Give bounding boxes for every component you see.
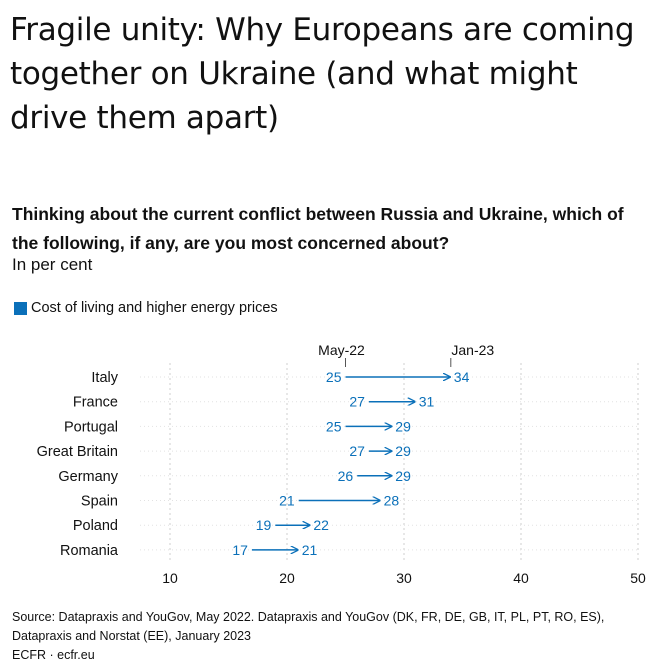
category-label: Italy: [91, 370, 118, 386]
x-tick-label: 10: [162, 570, 178, 586]
start-value-label: 26: [338, 468, 354, 484]
legend: Cost of living and higher energy prices: [14, 300, 278, 316]
chart-unit: In per cent: [12, 255, 93, 274]
end-value-label: 29: [395, 418, 411, 434]
legend-swatch: [14, 301, 27, 315]
source-note: Source: Datapraxis and YouGov, May 2022.…: [12, 610, 605, 643]
end-value-label: 28: [384, 493, 400, 509]
start-value-label: 25: [326, 369, 342, 385]
page-title: Fragile unity: Why Europeans are coming …: [10, 12, 635, 136]
start-value-label: 27: [349, 443, 365, 459]
legend-label: Cost of living and higher energy prices: [31, 300, 278, 316]
end-value-label: 34: [454, 369, 470, 385]
category-label: Germany: [58, 469, 118, 485]
x-tick-label: 50: [630, 570, 646, 586]
start-value-label: 27: [349, 394, 365, 410]
start-value-label: 17: [232, 542, 248, 558]
footer: ECFR · ecfr.eu: [12, 648, 95, 662]
chart-question: Thinking about the current conflict betw…: [12, 204, 624, 253]
series-label-start: May-22: [318, 342, 365, 358]
category-label: France: [73, 395, 118, 411]
x-tick-label: 20: [279, 570, 295, 586]
end-value-label: 21: [302, 542, 318, 558]
end-value-label: 29: [395, 468, 411, 484]
end-value-label: 22: [313, 517, 329, 533]
start-value-label: 25: [326, 418, 342, 434]
end-value-label: 29: [395, 443, 411, 459]
category-label: Poland: [73, 518, 118, 534]
start-value-label: 21: [279, 493, 295, 509]
chart: May-22 Jan-23 Italy 25 34 France 27 31 Portugal…: [37, 342, 646, 586]
start-value-label: 19: [256, 517, 272, 533]
x-tick-label: 40: [513, 570, 529, 586]
series-label-end: Jan-23: [451, 342, 494, 358]
category-label: Spain: [81, 494, 118, 510]
category-label: Portugal: [64, 419, 118, 435]
x-tick-label: 30: [396, 570, 412, 586]
category-label: Great Britain: [37, 444, 118, 460]
category-label: Romania: [60, 543, 119, 559]
end-value-label: 31: [419, 394, 435, 410]
